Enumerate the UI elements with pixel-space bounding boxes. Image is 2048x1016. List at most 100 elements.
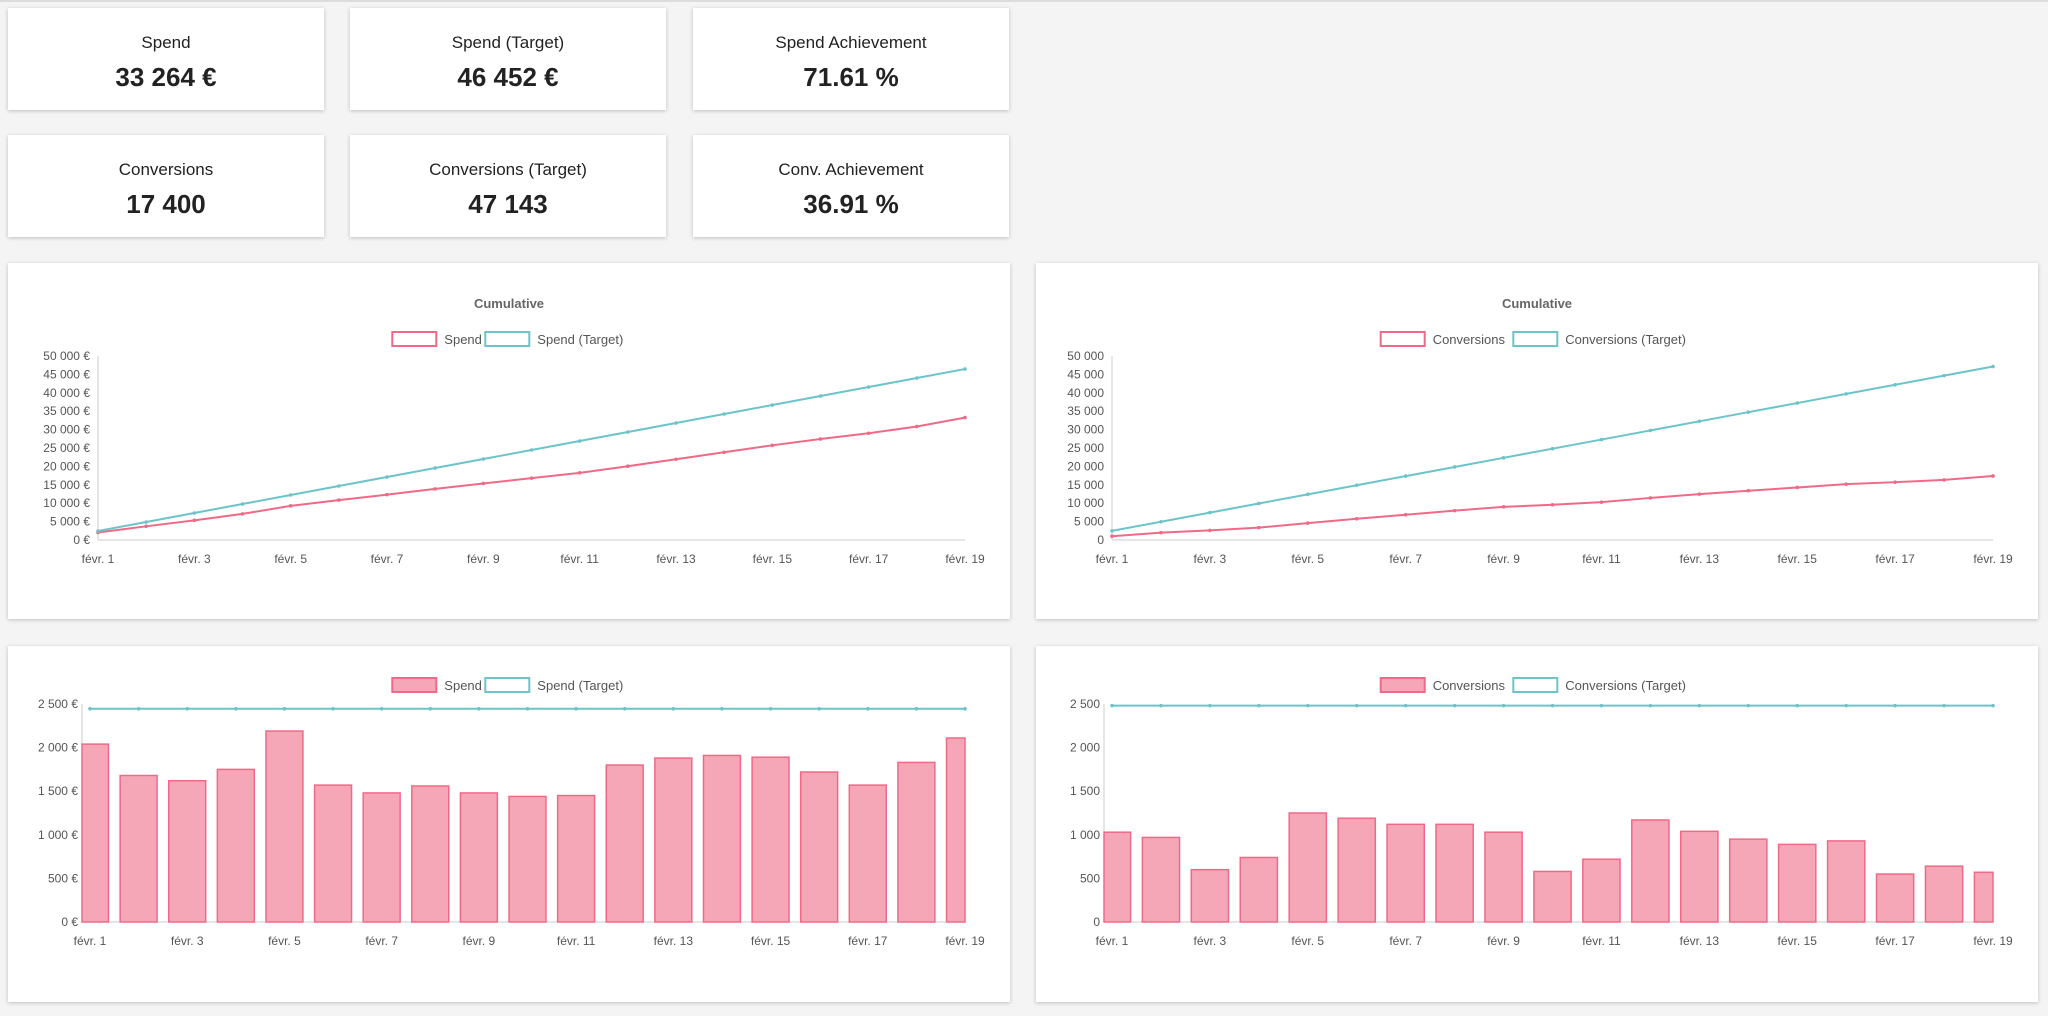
y-tick-label: 50 000 (1067, 349, 1104, 363)
target-point (1599, 437, 1604, 442)
chart-title: Cumulative (474, 296, 544, 311)
bar (1337, 817, 1377, 923)
actual-point (1208, 528, 1212, 533)
y-tick-label: 30 000 € (43, 423, 90, 437)
bar (1631, 819, 1670, 923)
conversions-cumulative-chart: Cumulative Conversions Conversions (Target… (1067, 296, 2013, 566)
legend-swatch-actual (1379, 331, 1426, 347)
kpi-value: 33 264 € (115, 62, 217, 92)
kpi-card-conv-achievement: Conv. Achievement 36.91 % (693, 135, 1009, 237)
target-point (1501, 703, 1506, 708)
actual-point (722, 450, 726, 455)
bar (411, 785, 450, 923)
target-point (865, 706, 870, 711)
target-point (1110, 529, 1114, 533)
target-point (1697, 703, 1702, 708)
y-tick-label: 0 € (73, 533, 90, 547)
kpi-card-spend-target: Spend (Target) 46 452 € (350, 8, 666, 110)
actual-point (288, 504, 293, 508)
actual-point (1305, 521, 1310, 525)
x-tick-label: févr. 17 (849, 552, 889, 566)
target-point (817, 706, 821, 711)
target-point (1844, 703, 1848, 708)
bar (1777, 843, 1817, 923)
x-tick-label: févr. 13 (654, 934, 694, 948)
bar (702, 754, 742, 923)
x-tick-label: févr. 7 (1389, 552, 1422, 566)
kpi-label: Spend (141, 33, 191, 52)
y-tick-label: 30 000 (1067, 423, 1104, 437)
target-point (1991, 703, 1995, 708)
bar (216, 768, 256, 923)
actual-point (1403, 512, 1408, 517)
y-tick-label: 25 000 (1067, 441, 1104, 455)
y-tick-label: 1 000 (1070, 828, 1100, 842)
spend-cumulative-chart: Cumulative Spend Spend (Target) 0 € 5 000 € 1… (43, 296, 985, 566)
target-point (963, 367, 967, 371)
bar (265, 730, 304, 923)
bar (848, 784, 887, 923)
x-tick-label: févr. 9 (463, 934, 496, 948)
actual-point (1257, 525, 1261, 530)
bar (119, 774, 158, 923)
kpi-label: Spend (Target) (451, 33, 565, 52)
target-point (574, 706, 578, 711)
y-tick-label: 20 000 € (43, 459, 90, 473)
x-tick-label: févr. 17 (1875, 552, 1915, 566)
y-tick-label: 5 000 (1074, 515, 1104, 529)
bar (1973, 871, 1994, 923)
target-point (379, 706, 384, 711)
conversions-daily-chart: Conversions Conversions (Target) 0 500 1 000… (1070, 677, 2013, 948)
y-tick-label: 40 000 (1067, 386, 1104, 400)
top-divider (0, 0, 2048, 2)
target-point (1648, 428, 1653, 433)
bar (556, 794, 596, 923)
actual-point (1550, 502, 1555, 507)
target-point (185, 706, 190, 711)
actual-point (240, 512, 245, 516)
kpi-label: Conversions (Target) (429, 160, 587, 179)
actual-point (1991, 474, 1995, 478)
chart-card-conversions-daily: Conversions Conversions (Target) 0 500 1 000… (1036, 646, 2038, 1002)
x-tick-label: févr. 19 (945, 934, 985, 948)
y-tick-label: 0 (1097, 533, 1104, 547)
target-point (1942, 703, 1946, 708)
target-point (1844, 392, 1848, 396)
target-point (433, 466, 437, 470)
actual-point (674, 457, 678, 462)
actual-point (626, 464, 630, 469)
x-tick-label: févr. 3 (1194, 934, 1227, 948)
y-tick-label: 500 € (48, 871, 78, 885)
bar (1875, 873, 1915, 923)
target-point (1452, 703, 1457, 708)
legend-label: Conversions (Target) (1565, 332, 1686, 347)
actual-point (192, 518, 197, 523)
target-point (385, 475, 389, 479)
bar (654, 757, 693, 923)
bar (1239, 856, 1279, 923)
y-tick-label: 40 000 € (43, 386, 90, 400)
y-tick-label: 45 000 (1067, 367, 1104, 381)
target-point (1795, 703, 1800, 708)
x-tick-label: févr. 7 (1389, 934, 1422, 948)
legend-label: Conversions (1433, 332, 1506, 347)
target-point (674, 421, 678, 425)
legend-label: Spend (444, 678, 482, 693)
x-tick-label: févr. 1 (82, 552, 115, 566)
target-point (481, 457, 486, 461)
chart-card-spend-cumulative: Cumulative Spend Spend (Target) 0 € 5 000 € 1… (8, 263, 1010, 619)
actual-point (481, 481, 486, 486)
x-tick-label: févr. 13 (656, 552, 696, 566)
kpi-label: Conversions (118, 160, 214, 179)
target-point (428, 706, 433, 711)
x-tick-label: févr. 7 (371, 552, 404, 566)
target-point (1991, 364, 1995, 369)
target-point (477, 706, 481, 711)
actual-point (577, 471, 582, 475)
target-point (1550, 703, 1555, 708)
actual-point (1844, 482, 1848, 486)
target-point (818, 394, 823, 398)
x-tick-label: févr. 13 (1680, 934, 1720, 948)
x-tick-label: févr. 5 (1291, 934, 1324, 948)
kpi-card-spend-achievement: Spend Achievement 71.61 % (693, 8, 1009, 110)
